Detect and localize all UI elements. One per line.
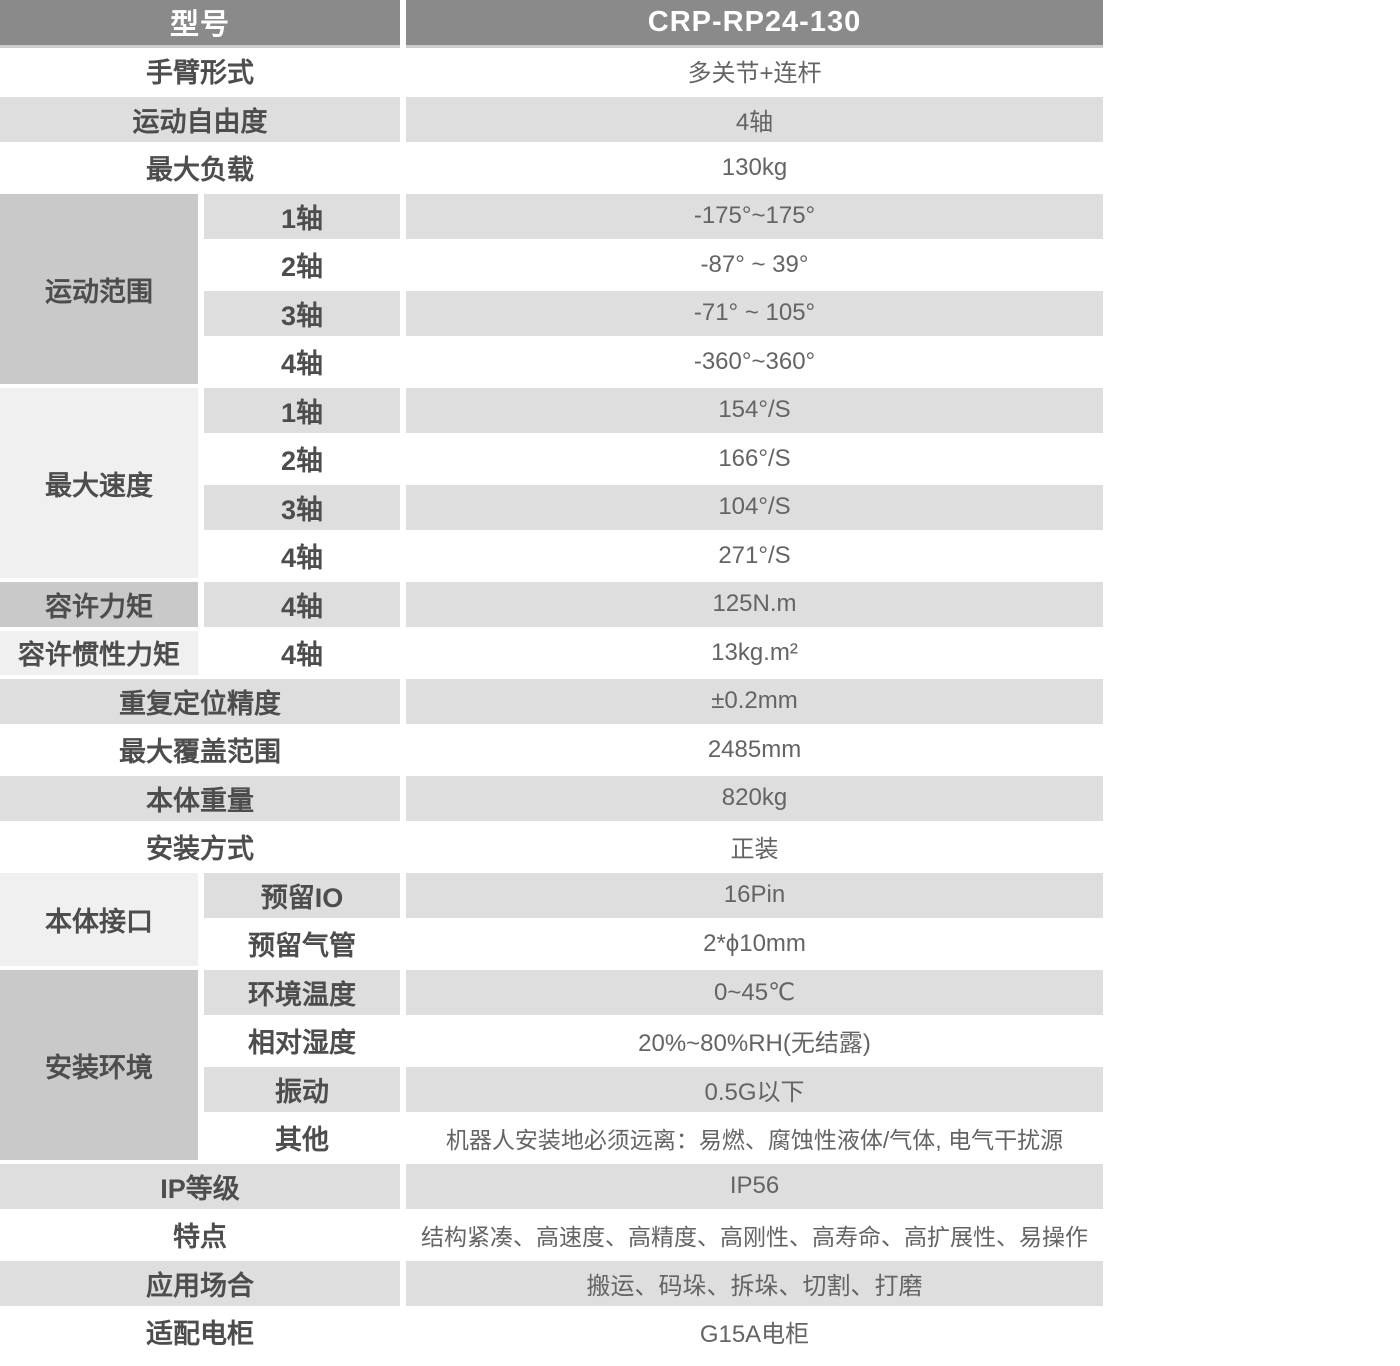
model-header-label: 型号 <box>0 0 400 45</box>
value-humidity: 20%~80%RH(无结露) <box>406 1018 1103 1063</box>
label-max-reach: 最大覆盖范围 <box>0 727 400 772</box>
value-applications: 搬运、码垛、拆垛、切割、打磨 <box>406 1261 1103 1306</box>
value-max-payload: 130kg <box>406 145 1103 190</box>
value-matched-cabinet: G15A电柜 <box>406 1309 1103 1354</box>
value-speed-axis-4: 271°/S <box>406 533 1103 578</box>
sub-label-inertia-axis-4: 4轴 <box>204 630 400 675</box>
label-ip-rating: IP等级 <box>0 1164 400 1209</box>
value-body-weight: 820kg <box>406 776 1103 821</box>
value-vibration: 0.5G以下 <box>406 1067 1103 1112</box>
group-label-max-speed: 最大速度 <box>0 388 198 578</box>
value-range-axis-2: -87° ~ 39° <box>406 242 1103 287</box>
group-label-allowable-torque: 容许力矩 <box>0 582 198 627</box>
label-arm-form: 手臂形式 <box>0 48 400 93</box>
sub-label-axis-3: 3轴 <box>204 291 400 336</box>
sub-label-other: 其他 <box>204 1115 400 1160</box>
sub-label-speed-axis-3: 3轴 <box>204 485 400 530</box>
sub-label-axis-2: 2轴 <box>204 242 400 287</box>
label-features: 特点 <box>0 1212 400 1257</box>
sub-label-ambient-temp: 环境温度 <box>204 970 400 1015</box>
value-other-environment: 机器人安装地必须远离：易燃、腐蚀性液体/气体, 电气干扰源 <box>406 1115 1103 1160</box>
value-features: 结构紧凑、高速度、高精度、高刚性、高寿命、高扩展性、易操作 <box>406 1212 1103 1257</box>
label-applications: 应用场合 <box>0 1261 400 1306</box>
group-label-install-environment: 安装环境 <box>0 970 198 1160</box>
value-max-reach: 2485mm <box>406 727 1103 772</box>
group-label-body-interface: 本体接口 <box>0 873 198 966</box>
value-repeatability: ±0.2mm <box>406 679 1103 724</box>
label-dof: 运动自由度 <box>0 97 400 142</box>
value-ip-rating: IP56 <box>406 1164 1103 1209</box>
sub-label-vibration: 振动 <box>204 1067 400 1112</box>
value-allowable-torque: 125N.m <box>406 582 1103 627</box>
sub-label-reserved-io: 预留IO <box>204 873 400 918</box>
sub-label-axis-4: 4轴 <box>204 339 400 384</box>
sub-label-speed-axis-1: 1轴 <box>204 388 400 433</box>
sub-label-air-pipe: 预留气管 <box>204 921 400 966</box>
value-allowable-inertia: 13kg.m² <box>406 630 1103 675</box>
value-ambient-temp: 0~45℃ <box>406 970 1103 1015</box>
value-speed-axis-1: 154°/S <box>406 388 1103 433</box>
value-arm-form: 多关节+连杆 <box>406 48 1103 93</box>
sub-label-speed-axis-4: 4轴 <box>204 533 400 578</box>
value-air-pipe: 2*ϕ10mm <box>406 921 1103 966</box>
model-header-value: CRP-RP24-130 <box>406 0 1103 45</box>
sub-label-humidity: 相对湿度 <box>204 1018 400 1063</box>
sub-label-torque-axis-4: 4轴 <box>204 582 400 627</box>
group-label-motion-range: 运动范围 <box>0 194 198 384</box>
value-range-axis-3: -71° ~ 105° <box>406 291 1103 336</box>
value-dof: 4轴 <box>406 97 1103 142</box>
value-range-axis-4: -360°~360° <box>406 339 1103 384</box>
label-matched-cabinet: 适配电柜 <box>0 1309 400 1354</box>
value-reserved-io: 16Pin <box>406 873 1103 918</box>
value-range-axis-1: -175°~175° <box>406 194 1103 239</box>
label-repeatability: 重复定位精度 <box>0 679 400 724</box>
sub-label-speed-axis-2: 2轴 <box>204 436 400 481</box>
value-mounting: 正装 <box>406 824 1103 869</box>
robot-spec-table: 型号 CRP-RP24-130 手臂形式 多关节+连杆 运动自由度 4轴 最大负… <box>0 0 1103 1354</box>
value-speed-axis-3: 104°/S <box>406 485 1103 530</box>
value-speed-axis-2: 166°/S <box>406 436 1103 481</box>
label-body-weight: 本体重量 <box>0 776 400 821</box>
label-mounting: 安装方式 <box>0 824 400 869</box>
group-label-allowable-inertia: 容许惯性力矩 <box>0 630 198 675</box>
label-max-payload: 最大负载 <box>0 145 400 190</box>
sub-label-axis-1: 1轴 <box>204 194 400 239</box>
